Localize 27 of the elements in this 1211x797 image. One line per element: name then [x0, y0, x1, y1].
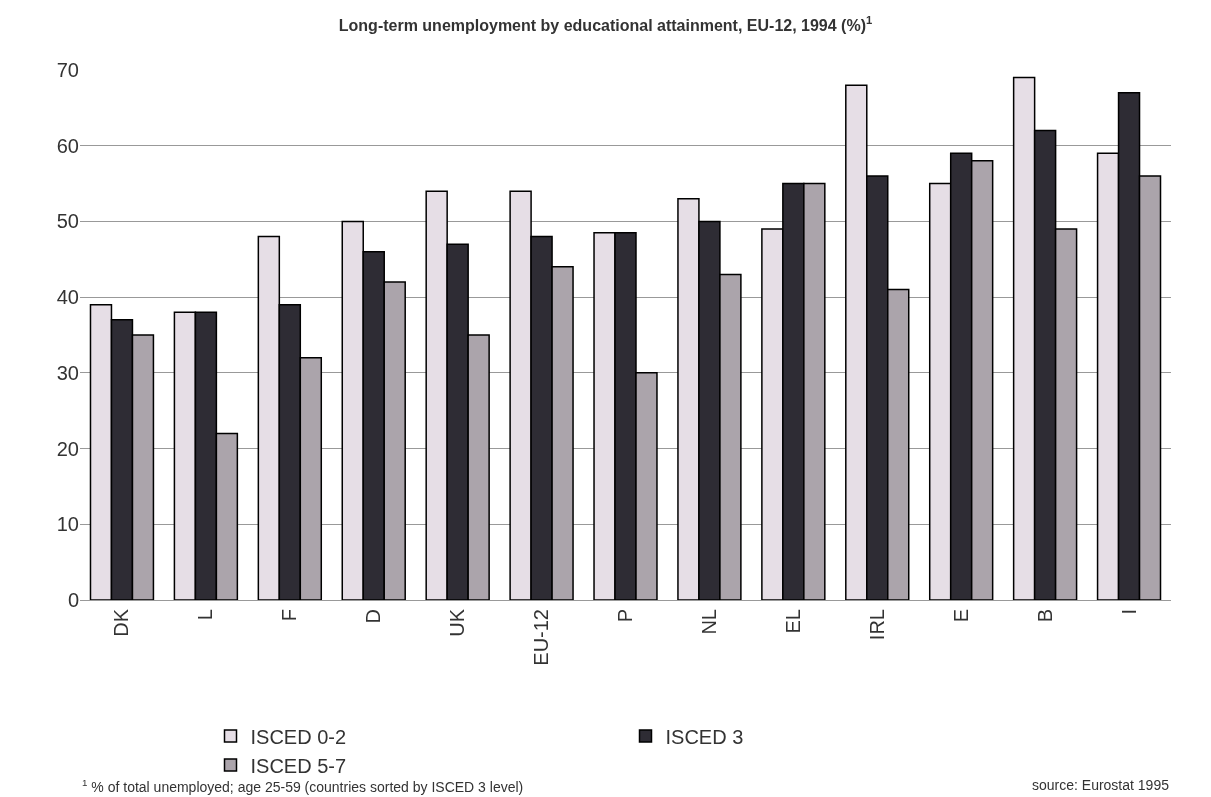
x-tick-label: EU-12	[530, 609, 553, 666]
x-tick-label: L	[194, 609, 217, 621]
legend-label: ISCED 5-7	[250, 754, 347, 777]
y-tick-label: 70	[56, 59, 79, 81]
y-tick-label: 40	[56, 286, 79, 309]
x-tick-label: B	[1033, 609, 1056, 623]
x-tick-label: UK	[446, 608, 469, 637]
x-tick-label: NL	[697, 609, 720, 635]
y-tick-label: 20	[56, 437, 79, 460]
y-tick-label: 30	[56, 361, 79, 384]
y-tick-label: 60	[56, 134, 79, 157]
x-tick-label: DK	[110, 608, 133, 637]
x-tick-label: E	[949, 609, 972, 623]
chart-title: Long-term unemployment by educational attainment, EU-12, 1994 (%)$^{1}$	[338, 14, 873, 35]
x-tick-label: EL	[781, 609, 804, 634]
x-tick-label: I	[1117, 609, 1140, 615]
y-tick-label: 50	[56, 210, 79, 233]
text: $^{1}$ % of total unemployed; age 25-59 (countries sorted by ISCED 3 level)	[82, 777, 524, 795]
x-tick-label: F	[278, 609, 301, 622]
x-tick-label: IRL	[865, 609, 888, 641]
x-tick-label: D	[362, 609, 385, 624]
y-tick-label: 0	[67, 589, 79, 611]
legend-label: ISCED 0-2	[250, 725, 347, 748]
y-tick-label: 10	[56, 513, 79, 536]
legend-label: ISCED 3	[665, 725, 744, 748]
source-note: source: Eurostat 1995	[1032, 777, 1170, 793]
x-tick-label: P	[614, 609, 636, 623]
